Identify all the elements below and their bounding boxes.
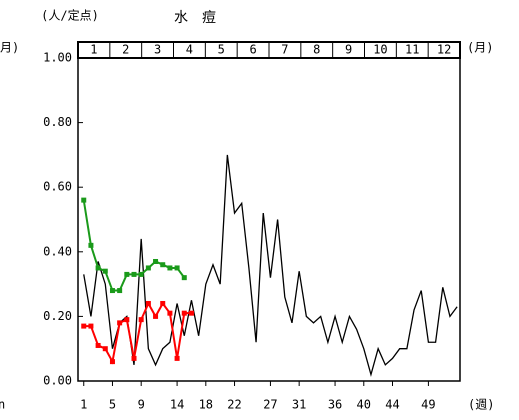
x-tick-label: 22	[227, 398, 241, 412]
unit-label: (人/定点)	[41, 8, 99, 23]
y-tick-label: 0.80	[43, 115, 72, 129]
point	[88, 242, 94, 248]
point	[181, 310, 187, 316]
x-unit-label: (週)	[468, 398, 494, 412]
point	[131, 355, 137, 361]
point	[109, 288, 115, 294]
point	[174, 355, 180, 361]
x-tick-label: 14	[170, 398, 184, 412]
point	[102, 346, 108, 352]
point	[181, 275, 187, 281]
point	[167, 265, 173, 271]
month-label: 2	[122, 43, 129, 57]
month-label: 8	[313, 43, 320, 57]
x-tick-label: 40	[357, 398, 371, 412]
x-tick-label: 31	[292, 398, 306, 412]
point	[95, 342, 101, 348]
right-month-label: (月)	[467, 41, 493, 55]
point	[188, 310, 194, 316]
month-label: 5	[218, 43, 225, 57]
point	[131, 271, 137, 277]
point	[145, 300, 151, 306]
point	[145, 265, 151, 271]
point	[81, 197, 87, 203]
point	[160, 300, 166, 306]
point	[124, 271, 130, 277]
series-line	[82, 199, 186, 292]
series-line	[83, 154, 458, 377]
x-tick-label: 44	[385, 398, 399, 412]
x-tick-label: 9	[138, 398, 145, 412]
x-tick-label: 18	[199, 398, 213, 412]
point	[174, 265, 180, 271]
point	[117, 320, 123, 326]
point	[117, 288, 123, 294]
point	[160, 262, 166, 268]
point	[102, 268, 108, 274]
point	[81, 323, 87, 329]
x-tick-label: 1	[80, 398, 87, 412]
point	[153, 313, 159, 319]
x-tick-label: 36	[328, 398, 342, 412]
month-label: 11	[405, 43, 419, 57]
series-line	[83, 301, 192, 365]
y-tick-label: 0.00	[43, 374, 72, 388]
month-label: 6	[249, 43, 256, 57]
corner-label: n	[0, 398, 5, 412]
x-tick-label: 5	[109, 398, 116, 412]
point	[153, 258, 159, 264]
point	[138, 271, 144, 277]
y-tick-label: 1.00	[43, 51, 72, 65]
y-tick-label: 0.40	[43, 244, 72, 258]
point	[88, 323, 94, 329]
left-month-label: 月)	[0, 41, 19, 55]
x-tick-label: 27	[263, 398, 277, 412]
x-tick-label: 49	[421, 398, 435, 412]
month-label: 9	[345, 43, 352, 57]
point	[138, 317, 144, 323]
point	[124, 317, 130, 323]
point	[167, 310, 173, 316]
point	[95, 265, 101, 271]
chart-title: 水 痘	[174, 10, 216, 26]
y-tick-label: 0.60	[43, 180, 72, 194]
point	[109, 359, 115, 365]
month-label: 12	[437, 43, 451, 57]
month-label: 4	[186, 43, 193, 57]
y-tick-label: 0.20	[43, 309, 72, 323]
month-label: 3	[154, 43, 161, 57]
month-label: 7	[281, 43, 288, 57]
month-label: 10	[373, 43, 387, 57]
month-label: 1	[90, 43, 97, 57]
